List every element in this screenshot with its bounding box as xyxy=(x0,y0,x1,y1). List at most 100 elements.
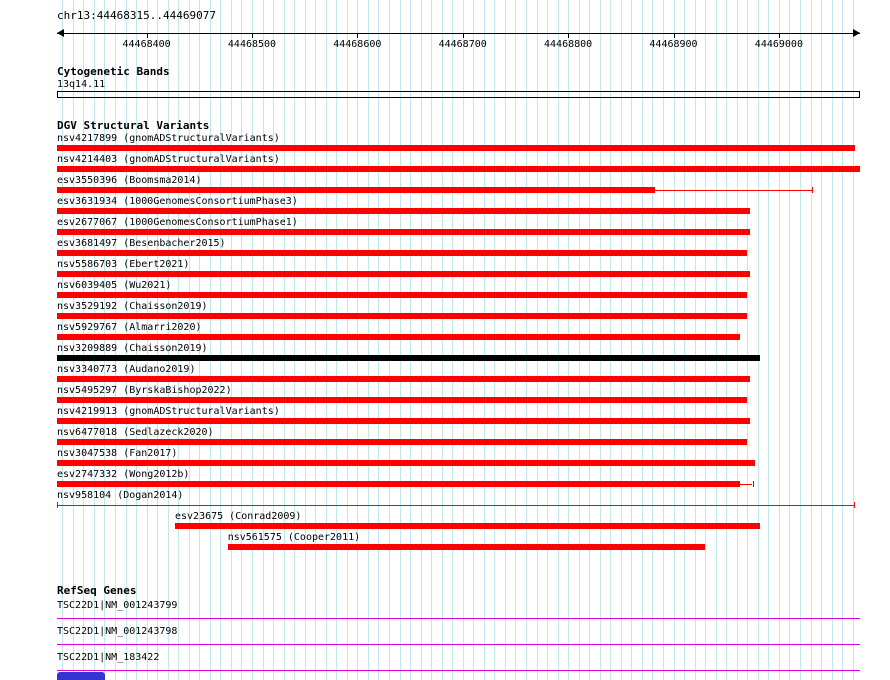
gene-line[interactable] xyxy=(57,670,860,671)
ruler-tick-label: 44468400 xyxy=(122,39,171,50)
gridline xyxy=(378,0,380,680)
variant-range-line[interactable] xyxy=(57,505,855,506)
gene-label[interactable]: TSC22D1|NM_001243798 xyxy=(57,626,178,637)
gridline xyxy=(557,0,559,680)
variant-label[interactable]: esv3631934 (1000GenomesConsortiumPhase3) xyxy=(57,196,298,207)
gridline xyxy=(578,0,580,680)
variant-bar[interactable] xyxy=(57,376,751,382)
gridline xyxy=(810,0,812,680)
variant-bar[interactable] xyxy=(57,187,655,193)
ruler-tick xyxy=(252,33,253,38)
gridline xyxy=(115,0,116,680)
variant-ci-end-tick xyxy=(752,481,754,487)
gridline xyxy=(125,0,127,680)
gridline xyxy=(209,0,211,680)
gridline xyxy=(431,0,433,680)
gene-label[interactable]: TSC22D1|NM_001243799 xyxy=(57,600,178,611)
variant-label[interactable]: esv3681497 (Besenbacher2015) xyxy=(57,238,226,249)
gridline xyxy=(620,0,622,680)
gridline xyxy=(757,0,759,680)
gridline xyxy=(104,0,106,680)
variant-bar[interactable] xyxy=(57,397,748,403)
gridline xyxy=(515,0,517,680)
gridline xyxy=(747,0,749,680)
variant-label[interactable]: nsv5586703 (Ebert2021) xyxy=(57,259,190,270)
gene-line[interactable] xyxy=(57,618,860,619)
variant-bar[interactable] xyxy=(57,334,740,340)
gridline xyxy=(641,0,643,680)
variant-bar[interactable] xyxy=(227,544,706,550)
variant-ci-line xyxy=(739,484,753,485)
variant-label[interactable]: nsv5929767 (Almarri2020) xyxy=(57,322,202,333)
gridline xyxy=(146,0,148,680)
variant-bar[interactable] xyxy=(57,271,751,277)
gridline xyxy=(136,0,137,680)
variant-label[interactable]: nsv4217899 (gnomADStructuralVariants) xyxy=(57,133,280,144)
variant-label[interactable]: nsv6477018 (Sedlazeck2020) xyxy=(57,427,214,438)
gridline xyxy=(178,0,180,680)
variant-label[interactable]: esv3550396 (Boomsma2014) xyxy=(57,175,202,186)
variant-bar[interactable] xyxy=(57,418,751,424)
variant-bar[interactable] xyxy=(57,439,748,445)
variant-label[interactable]: nsv4219913 (gnomADStructuralVariants) xyxy=(57,406,280,417)
gridline xyxy=(93,0,95,680)
ruler-tick-label: 44469000 xyxy=(754,39,803,50)
gridline xyxy=(420,0,422,680)
gridline xyxy=(599,0,601,680)
variant-bar[interactable] xyxy=(175,523,760,529)
gridline xyxy=(367,0,369,680)
gridline xyxy=(789,0,791,680)
ruler-line xyxy=(57,33,860,34)
variant-bar[interactable] xyxy=(57,229,751,235)
variant-label[interactable]: esv2747332 (Wong2012b) xyxy=(57,469,190,480)
gridline xyxy=(547,0,548,680)
gridline xyxy=(157,0,159,680)
gridline xyxy=(589,0,591,680)
gridline xyxy=(715,0,717,680)
variant-bar[interactable] xyxy=(57,313,748,319)
gridline xyxy=(673,0,675,680)
ruler-tick-label: 44468600 xyxy=(333,39,382,50)
variant-label[interactable]: nsv5495297 (ByrskaBishop2022) xyxy=(57,385,232,396)
variant-label[interactable]: nsv3209889 (Chaisson2019) xyxy=(57,343,208,354)
gridline xyxy=(684,0,685,680)
cytoband-glyph[interactable] xyxy=(57,91,860,98)
variant-label[interactable]: nsv3529192 (Chaisson2019) xyxy=(57,301,208,312)
variant-label[interactable]: nsv958104 (Dogan2014) xyxy=(57,490,184,501)
ruler-tick-label: 44468900 xyxy=(649,39,698,50)
bottom-panel-fragment[interactable] xyxy=(57,672,105,680)
ruler-right-arrow-icon xyxy=(853,29,860,37)
variant-label[interactable]: nsv3047538 (Fan2017) xyxy=(57,448,178,459)
variant-label[interactable]: nsv561575 (Cooper2011) xyxy=(227,532,361,543)
gridline xyxy=(631,0,633,680)
gridline xyxy=(230,0,232,680)
ruler-tick xyxy=(673,33,675,38)
track-title-dgv-structural-variants: DGV Structural Variants xyxy=(57,119,210,132)
gridline xyxy=(410,0,411,680)
variant-bar[interactable] xyxy=(57,292,748,298)
gene-label[interactable]: TSC22D1|NM_183422 xyxy=(57,652,160,663)
variant-bar[interactable] xyxy=(57,460,755,466)
cytoband-label[interactable]: 13q14.11 xyxy=(57,79,106,90)
gene-line[interactable] xyxy=(57,644,860,645)
gridline xyxy=(62,0,64,680)
variant-bar[interactable] xyxy=(57,208,751,214)
variant-label[interactable]: nsv6039405 (Wu2021) xyxy=(57,280,172,291)
gridline xyxy=(452,0,454,680)
variant-bar[interactable] xyxy=(57,145,855,151)
variant-label[interactable]: nsv3340773 (Audano2019) xyxy=(57,364,196,375)
gridline xyxy=(220,0,222,680)
variant-bar[interactable] xyxy=(57,355,760,361)
ruler-tick xyxy=(568,33,570,38)
gridline xyxy=(441,0,443,680)
variant-label[interactable]: nsv4214403 (gnomADStructuralVariants) xyxy=(57,154,280,165)
variant-bar[interactable] xyxy=(57,250,748,256)
variant-bar[interactable] xyxy=(57,481,740,487)
variant-bar[interactable] xyxy=(57,166,860,172)
variant-label[interactable]: esv2677067 (1000GenomesConsortiumPhase1) xyxy=(57,217,298,228)
gridline xyxy=(72,0,74,680)
ruler-tick xyxy=(146,33,148,38)
gridline xyxy=(241,0,243,680)
variant-label[interactable]: esv23675 (Conrad2009) xyxy=(175,511,302,522)
ruler-tick-label: 44468700 xyxy=(438,39,487,50)
